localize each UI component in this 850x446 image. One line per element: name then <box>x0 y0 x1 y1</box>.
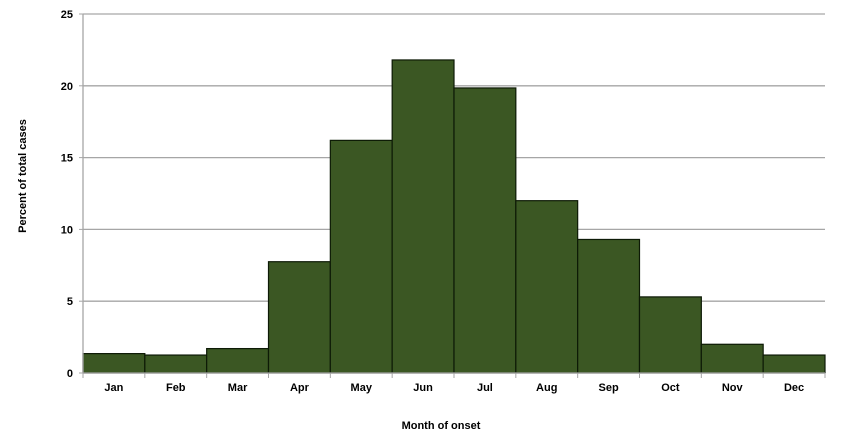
bar-dec <box>762 354 826 374</box>
bar-aug <box>515 200 579 374</box>
x-tick-label: Nov <box>722 382 744 394</box>
bar-jul <box>453 87 517 374</box>
bar-nov <box>700 343 764 374</box>
axes <box>79 13 826 378</box>
x-tick-label: Dec <box>784 382 804 394</box>
y-tick-label: 25 <box>61 9 73 21</box>
y-tick-label: 10 <box>61 224 73 236</box>
y-tick-label: 20 <box>61 81 73 93</box>
bar-apr <box>267 261 331 374</box>
x-axis-title: Month of onset <box>402 420 481 432</box>
x-tick-label: Mar <box>228 382 248 394</box>
x-tick-label: Oct <box>661 382 680 394</box>
x-tick-label: May <box>351 382 373 394</box>
y-tick-labels: 0 5 10 15 20 25 <box>61 9 73 380</box>
y-tick-label: 15 <box>61 153 73 165</box>
x-tick-label: Apr <box>290 382 310 394</box>
x-tick-label: Jul <box>477 382 493 394</box>
bar-oct <box>638 296 702 374</box>
x-tick-label: Jun <box>413 382 433 394</box>
x-tick-label: Sep <box>598 382 618 394</box>
bar-jun <box>391 59 455 374</box>
bar-mar <box>206 347 270 374</box>
bar-jan <box>82 353 146 374</box>
bar-feb <box>144 354 208 374</box>
y-tick-label: 0 <box>67 368 73 380</box>
x-tick-label: Jan <box>104 382 123 394</box>
bar-may <box>329 139 393 374</box>
bar-sep <box>577 238 641 374</box>
x-tick-label: Feb <box>166 382 186 394</box>
x-tick-label: Aug <box>536 382 557 394</box>
x-tick-labels: Jan Feb Mar Apr May Jun Jul Aug Sep Oct Nov Dec <box>104 382 804 394</box>
y-axis-title: Percent of total cases <box>17 119 29 233</box>
y-tick-label: 5 <box>67 296 73 308</box>
bars <box>82 59 826 374</box>
